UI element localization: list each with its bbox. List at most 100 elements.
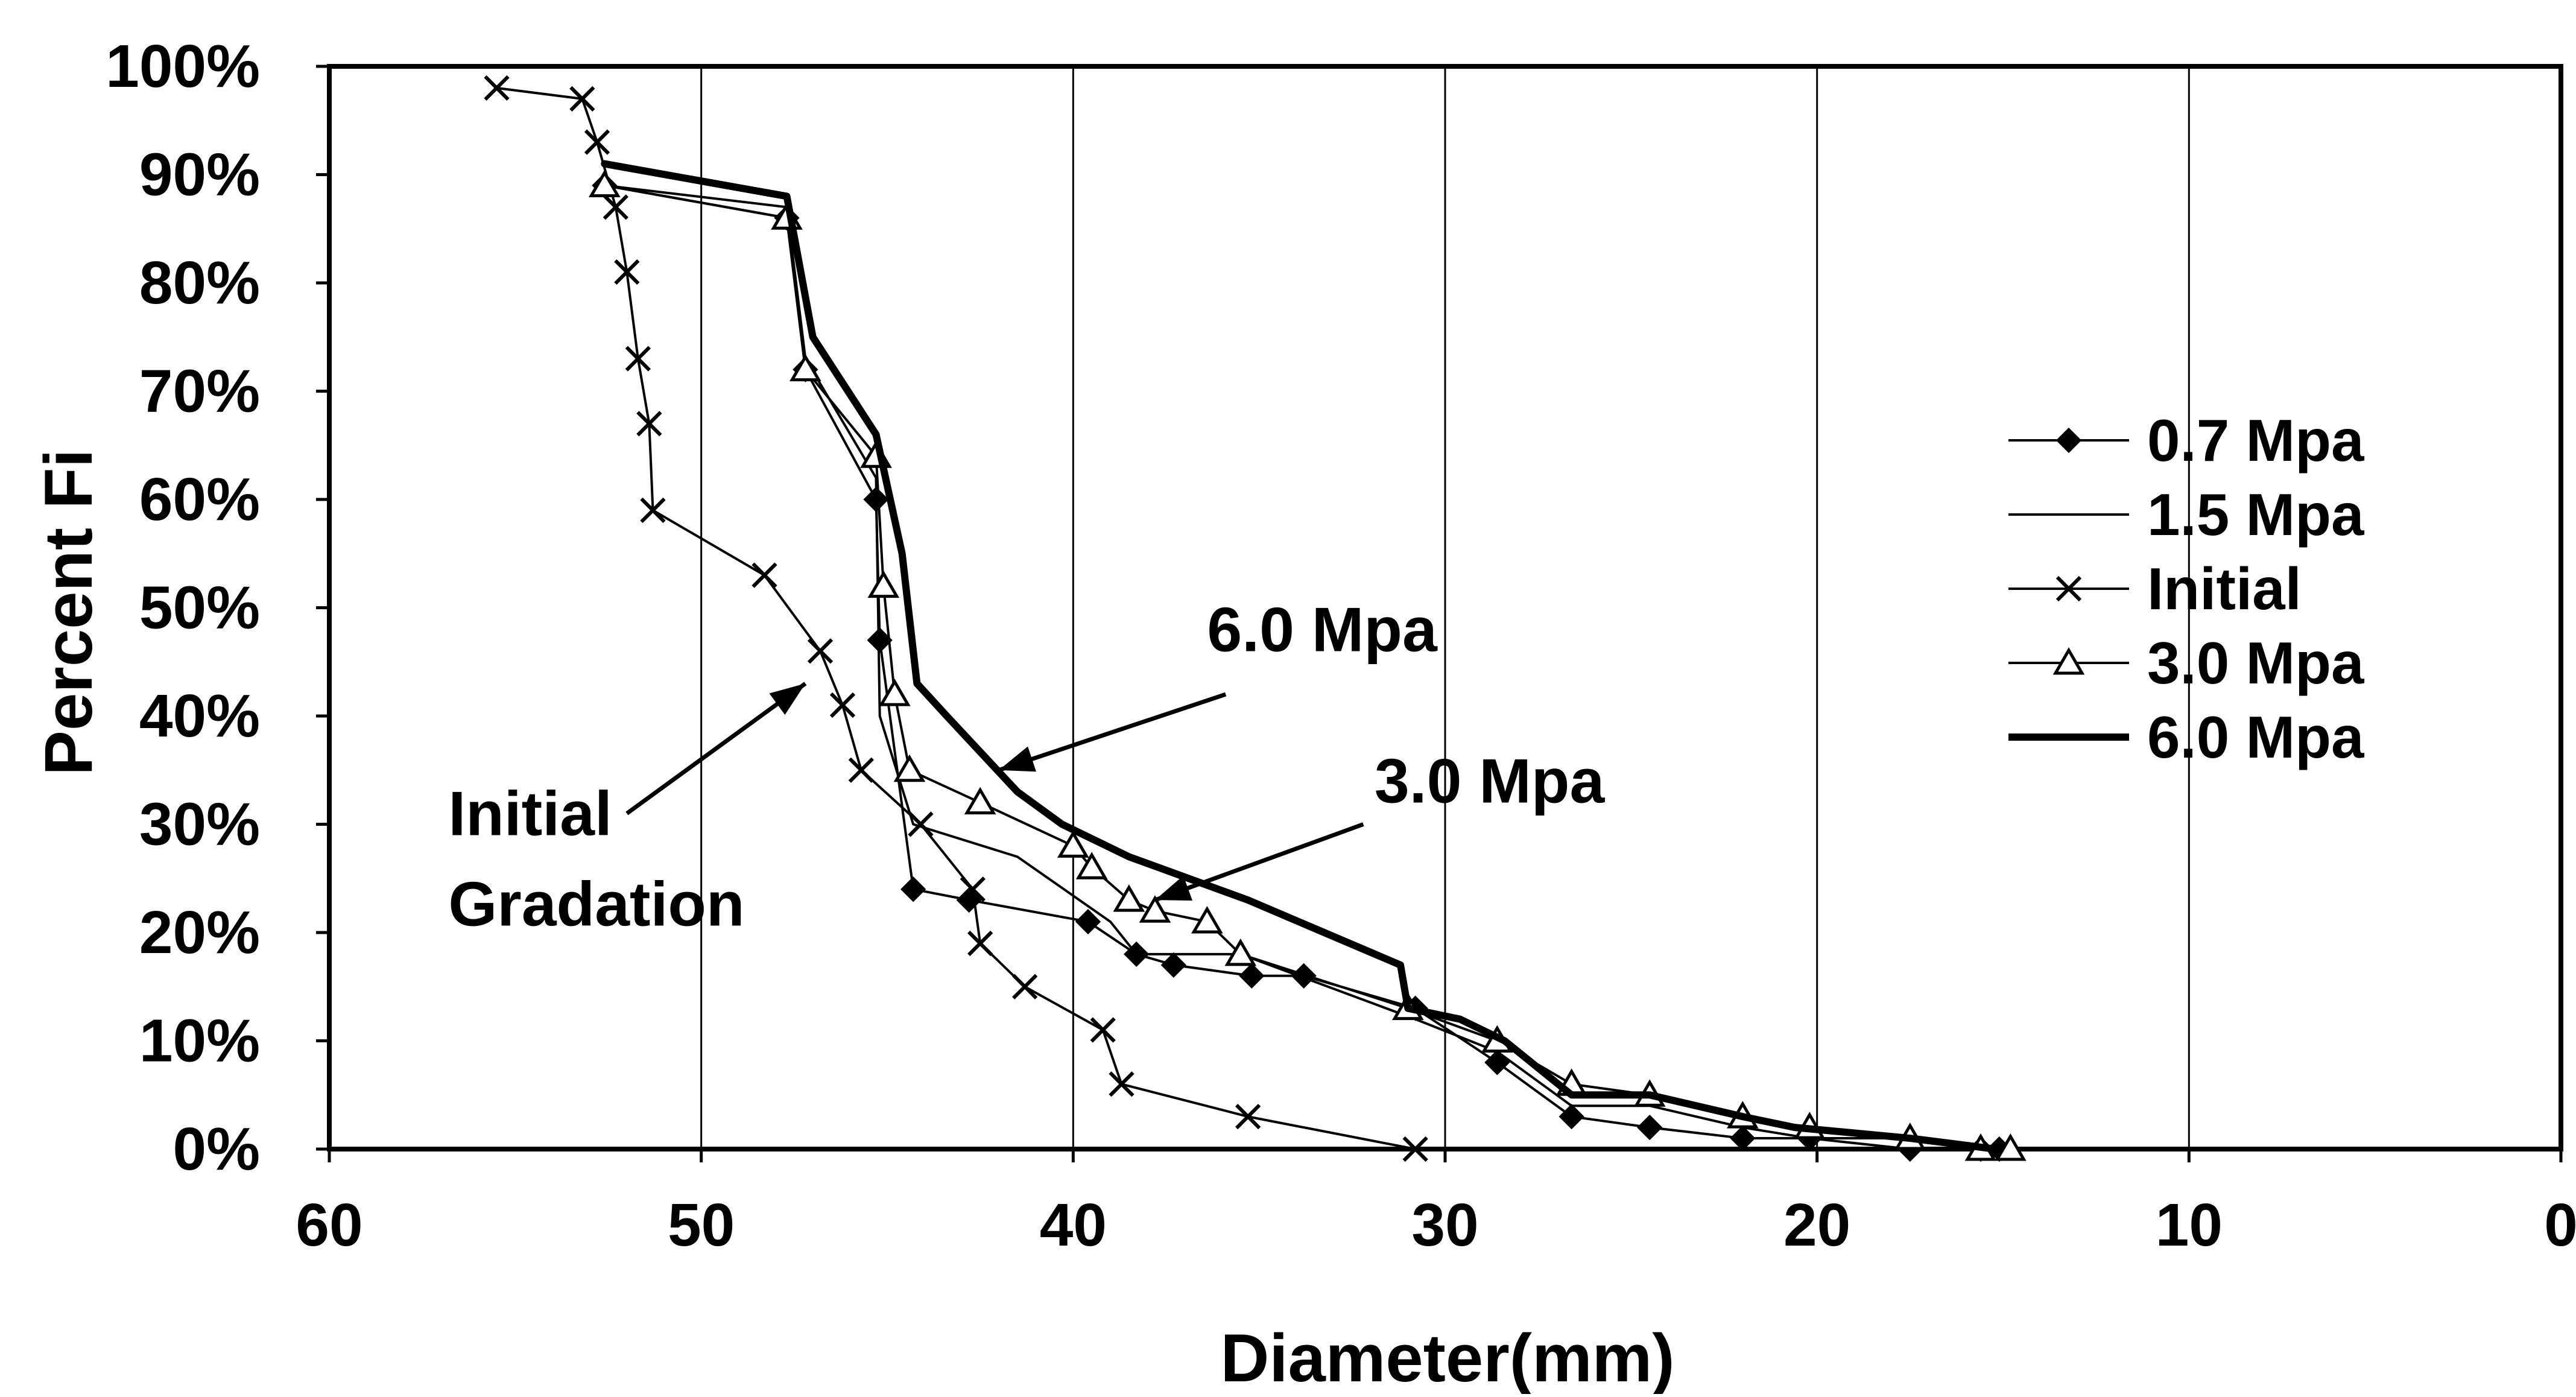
y-axis-title: Percent Fi <box>31 449 106 776</box>
legend-label: 6.0 Mpa <box>2147 704 2365 770</box>
x-tick-label: 60 <box>296 1191 362 1259</box>
data-point-x <box>908 811 934 837</box>
series-line <box>603 184 2012 1150</box>
data-point-triangle <box>789 353 821 382</box>
annotation-layer: 6.0 Mpa 3.0 Mpa Initial Gradation <box>448 595 1605 939</box>
legend-item-1-5-mpa: 1.5 Mpa <box>2008 481 2365 548</box>
data-point-triangle <box>1191 906 1223 934</box>
data-point-x <box>1109 1071 1135 1097</box>
data-point-x-stroke <box>807 638 834 664</box>
series-6-0-mpa <box>601 160 1999 1153</box>
data-point-triangle <box>878 679 911 706</box>
data-point-x <box>640 497 666 524</box>
data-point-x <box>829 692 856 718</box>
data-point-x-stroke <box>636 411 662 437</box>
data-point-x <box>1235 1104 1261 1130</box>
data-point-x <box>1012 974 1038 999</box>
data-point-x <box>484 75 510 101</box>
data-point-diamond <box>1559 1104 1584 1130</box>
data-point-x-stroke <box>848 757 874 783</box>
legend-label: 3.0 Mpa <box>2147 630 2365 696</box>
data-point-x <box>584 129 610 155</box>
data-point-triangle <box>588 169 621 197</box>
legend-label: 1.5 Mpa <box>2147 481 2365 548</box>
data-point-x-stroke <box>614 259 640 285</box>
data-point-x <box>807 638 834 664</box>
y-tick-label: 80% <box>139 249 260 317</box>
data-point-diamond <box>1075 908 1101 935</box>
data-point-triangle <box>867 570 900 598</box>
y-tick-label: 30% <box>139 791 260 858</box>
data-point-x <box>603 194 628 220</box>
data-point-x-stroke <box>908 811 934 837</box>
legend: 0.7 Mpa 1.5 Mpa Initial 3.0 Mpa 6.0 Mpa <box>2008 407 2365 770</box>
data-point-x-stroke <box>829 692 856 718</box>
y-tick-label: 0% <box>172 1115 260 1183</box>
data-point-triangle <box>1224 938 1257 966</box>
data-point-triangle <box>964 787 996 815</box>
y-tick-label: 50% <box>139 574 260 642</box>
data-point-x-stroke <box>584 129 610 155</box>
annotation-arrow-head <box>999 746 1036 772</box>
data-point-x-stroke <box>1109 1071 1135 1097</box>
data-point-diamond <box>1484 1050 1510 1075</box>
data-point-triangle <box>1075 852 1108 879</box>
data-point-x-stroke <box>960 876 986 902</box>
data-point-x <box>848 757 874 783</box>
annotation-label: 6.0 Mpa <box>1207 595 1438 665</box>
data-point-triangle <box>1994 1133 2027 1161</box>
annotation-arrow-line <box>998 692 1227 773</box>
data-point-x <box>1402 1136 1428 1162</box>
data-point-triangle <box>1057 830 1089 858</box>
data-point-x <box>960 876 986 902</box>
grid-layer <box>700 66 2190 1149</box>
x-tick-label: 0 <box>2544 1191 2576 1259</box>
axis-layer: 0% 10% 20% 30% 40% 50% 60% 70% 80% 90% 100% 60 50 40 3… <box>106 33 2576 1259</box>
legend-item-0-7-mpa: 0.7 Mpa <box>2008 407 2365 474</box>
y-tick-label: 40% <box>139 682 260 750</box>
annotation-label: Gradation <box>448 869 744 939</box>
data-point-x-stroke <box>1235 1104 1261 1130</box>
data-point-x-stroke <box>752 562 777 588</box>
data-point-x <box>1090 1017 1116 1043</box>
y-tick-label: 60% <box>139 466 260 533</box>
data-point-x-stroke <box>640 497 666 524</box>
annotation: 3.0 Mpa <box>1154 747 1606 902</box>
data-point-x-stroke <box>625 346 651 372</box>
y-tick-label: 70% <box>139 358 260 425</box>
annotation-arrow-head <box>1155 875 1193 901</box>
data-point-triangle <box>2052 647 2085 675</box>
data-point-diamond <box>2055 427 2082 454</box>
data-point-x <box>614 259 640 285</box>
annotation-arrow-head <box>769 683 806 715</box>
annotation-label: 3.0 Mpa <box>1375 747 1606 817</box>
x-tick-label: 50 <box>668 1191 735 1259</box>
data-point-x-stroke <box>967 930 993 957</box>
annotation-label: Initial <box>448 779 612 849</box>
data-point-x <box>569 86 595 112</box>
data-point-x <box>625 346 651 372</box>
data-point-x-stroke <box>1090 1017 1116 1043</box>
data-point-x-stroke <box>603 194 628 220</box>
series-line <box>601 160 1999 1153</box>
data-point-diamond <box>1160 952 1186 978</box>
x-tick-label: 40 <box>1040 1191 1107 1259</box>
data-point-diamond <box>1239 963 1265 989</box>
y-tick-label: 20% <box>139 899 260 966</box>
y-tick-label: 10% <box>139 1007 260 1075</box>
annotation: Initial Gradation <box>448 682 807 939</box>
x-axis-title: Diameter(mm) <box>1220 1320 1674 1394</box>
data-point-x <box>967 930 993 957</box>
series-line <box>495 86 1417 1150</box>
data-point-x-stroke <box>484 75 510 101</box>
x-tick-label: 10 <box>2156 1191 2223 1259</box>
y-tick-label: 100% <box>106 33 260 100</box>
annotation: 6.0 Mpa <box>998 595 1438 773</box>
legend-label: 0.7 Mpa <box>2147 407 2365 474</box>
data-point-triangle <box>1139 895 1171 923</box>
data-point-x-stroke <box>1012 974 1038 999</box>
y-tick-label: 90% <box>139 141 260 209</box>
data-point-triangle <box>893 754 926 782</box>
